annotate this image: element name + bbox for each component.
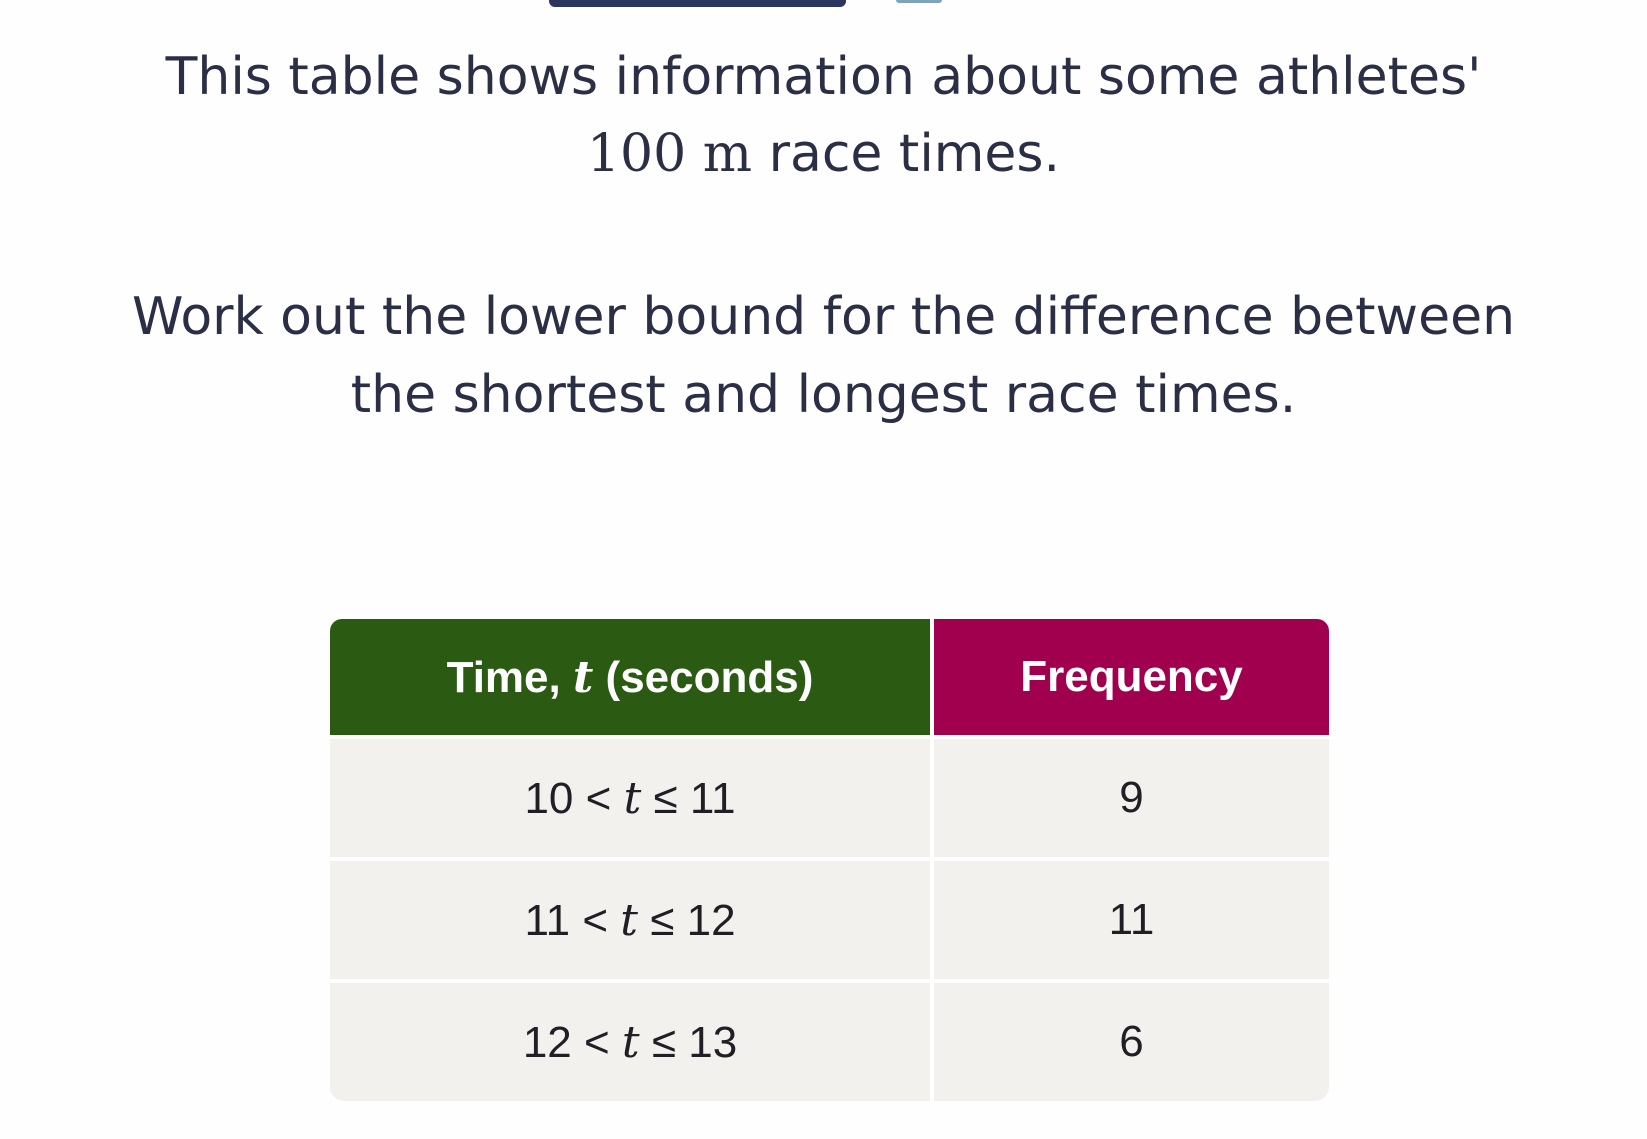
time-interval-cell: 12 < t ≤ 13 bbox=[330, 983, 930, 1101]
interval-upper: 12 bbox=[686, 895, 736, 945]
intro-line-1: This table shows information about some … bbox=[165, 47, 1482, 107]
time-interval-cell: 11 < t ≤ 12 bbox=[330, 861, 930, 979]
header-frequency: Frequency bbox=[934, 619, 1329, 735]
top-tab-fragment bbox=[896, 0, 942, 3]
interval-upper: 11 bbox=[689, 773, 736, 823]
frequency-cell: 6 bbox=[934, 983, 1329, 1101]
interval-lower: 12 bbox=[522, 1017, 572, 1067]
frequency-cell: 11 bbox=[934, 861, 1329, 979]
distance-value: 100 m bbox=[586, 124, 753, 184]
time-interval-cell: 10 < t ≤ 11 bbox=[330, 739, 930, 857]
question-line-1: Work out the lower bound for the differe… bbox=[131, 287, 1516, 347]
intro-line-2-text: race times. bbox=[752, 124, 1061, 184]
interval-variable: t bbox=[623, 772, 642, 824]
header-time-variable: t bbox=[572, 651, 594, 703]
table-row: 10 < t ≤ 11 9 bbox=[330, 739, 1329, 857]
question-line-2: the shortest and longest race times. bbox=[350, 365, 1297, 425]
interval-variable: t bbox=[620, 894, 638, 946]
top-tab-indicator bbox=[549, 0, 846, 7]
frequency-cell: 9 bbox=[934, 739, 1329, 857]
table-header-row: Time, t (seconds) Frequency bbox=[330, 619, 1329, 735]
header-time-prefix: Time, bbox=[446, 652, 573, 702]
interval-lower: 10 bbox=[524, 773, 574, 823]
header-time-suffix: (seconds) bbox=[593, 652, 814, 702]
interval-variable: t bbox=[621, 1016, 640, 1068]
table-row: 11 < t ≤ 12 11 bbox=[330, 861, 1329, 979]
race-times-table: Time, t (seconds) Frequency 10 < t ≤ 11 … bbox=[326, 615, 1333, 1105]
table-row: 12 < t ≤ 13 6 bbox=[330, 983, 1329, 1101]
interval-upper: 13 bbox=[688, 1017, 738, 1067]
header-time: Time, t (seconds) bbox=[330, 619, 930, 735]
interval-lower: 11 bbox=[524, 895, 571, 945]
intro-line-2: 100 m race times. bbox=[0, 122, 1647, 186]
